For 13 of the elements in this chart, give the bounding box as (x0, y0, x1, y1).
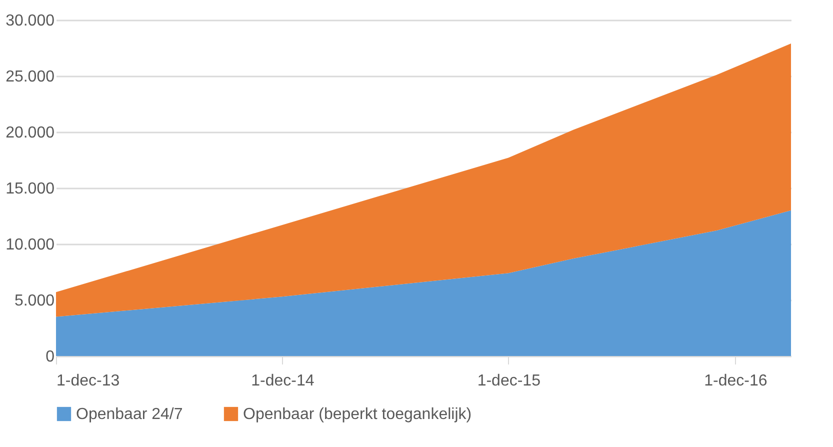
legend-label: Openbaar (beperkt toegankelijk) (243, 406, 472, 423)
y-tick-label: 20.000 (6, 124, 55, 142)
y-tick-label: 15.000 (6, 180, 55, 198)
x-tick-label: 1-dec-15 (477, 372, 541, 390)
y-tick-label: 10.000 (6, 236, 55, 254)
y-tick-label: 5.000 (14, 292, 55, 310)
x-tick-label: 1-dec-13 (56, 372, 120, 390)
y-tick-label: 0 (46, 348, 55, 366)
y-tick-label: 30.000 (6, 12, 55, 30)
x-tick-label: 1-dec-14 (251, 372, 314, 390)
y-tick-label: 25.000 (6, 68, 55, 86)
x-tick-label: 1-dec-16 (704, 372, 768, 390)
legend-label: Openbaar 24/7 (76, 406, 183, 423)
